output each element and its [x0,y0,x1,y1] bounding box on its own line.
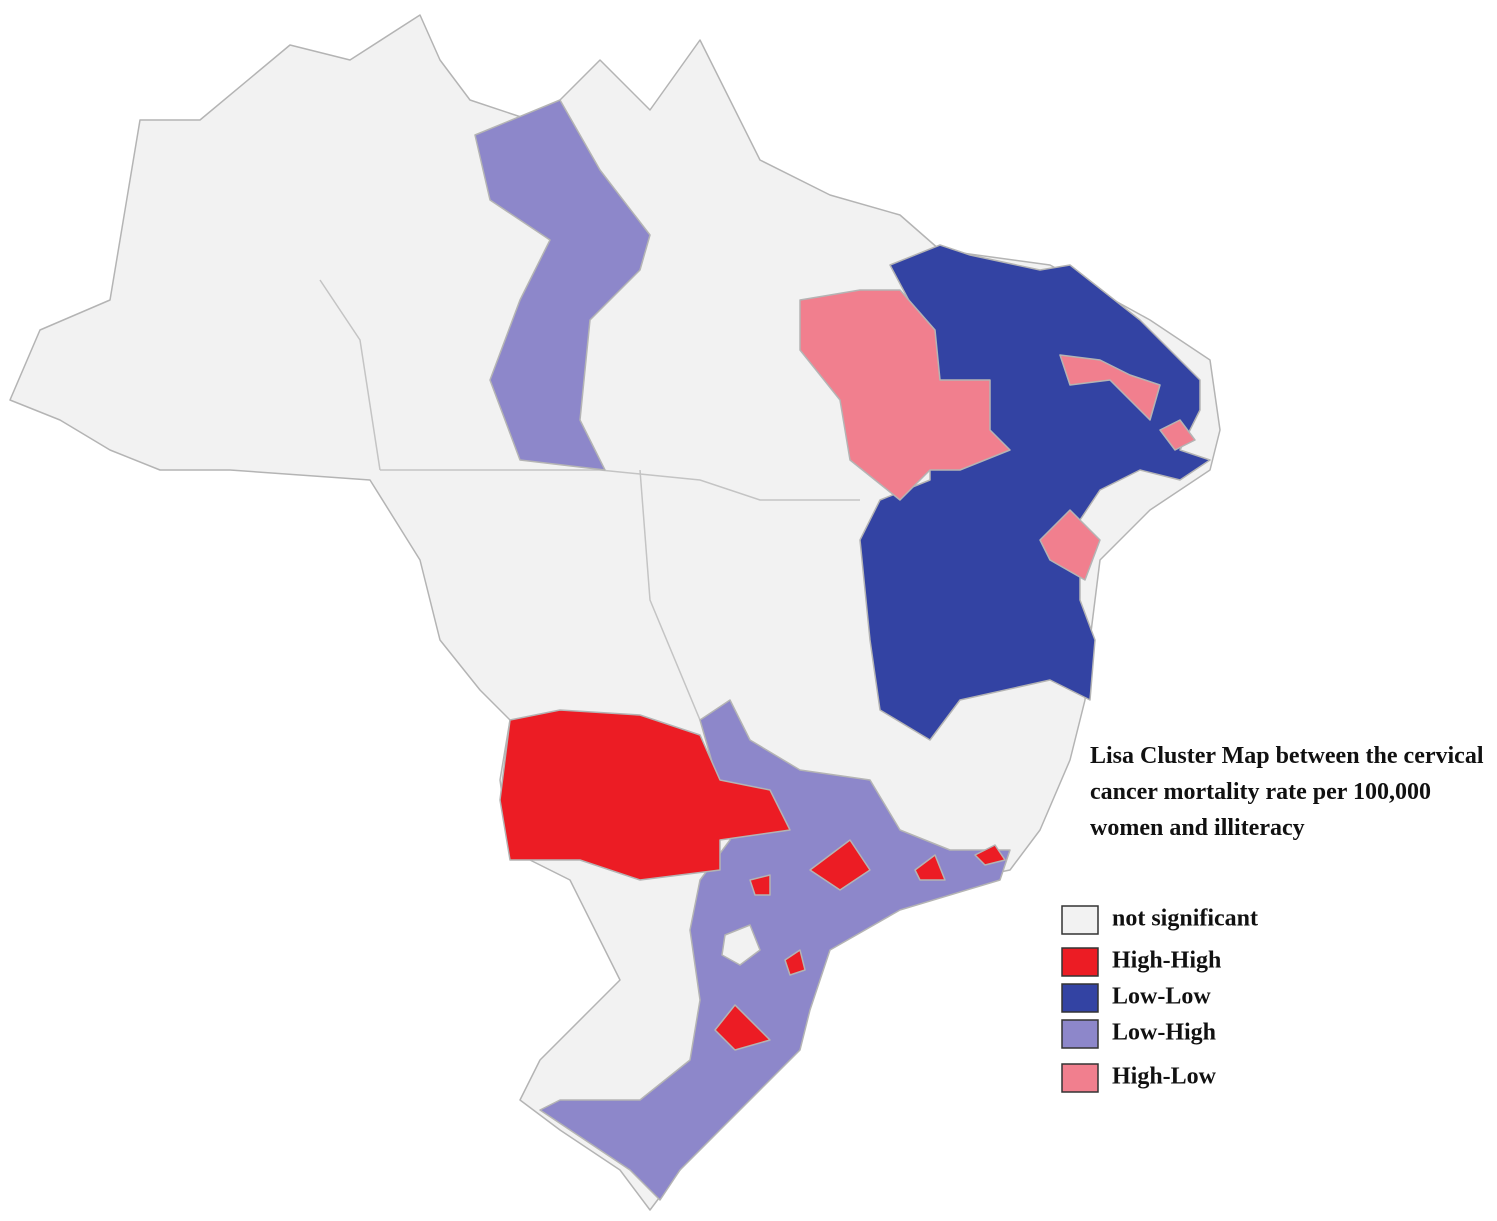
state-border [380,469,860,501]
map-title: Lisa Cluster Map between the cervical ca… [1090,743,1484,841]
not-significant-region [721,924,761,966]
cluster-region [974,844,1006,866]
legend-swatch [1061,947,1099,977]
cluster-region [474,99,651,471]
legend-swatch [1061,983,1099,1013]
cluster-region [539,699,1011,1201]
legend-label: Low-High [1112,1020,1216,1046]
state-border [319,279,381,471]
cluster-region [499,709,791,881]
legend-label: High-High [1112,948,1221,974]
legend-swatch [1061,1019,1099,1049]
legend-swatch [1061,905,1099,935]
legend-label: not significant [1112,906,1258,932]
cluster-region [1059,354,1161,421]
cluster-region [809,839,871,891]
cluster-region [799,289,1011,501]
cluster-region [1039,509,1101,581]
cluster-region [784,949,806,976]
cluster-region [1159,419,1196,451]
state-border [639,469,701,721]
cluster-region [749,874,771,896]
legend-label: High-Low [1112,1064,1217,1090]
legend: not significant High-High Low-Low Low-High H… [1061,905,1258,1093]
legend-swatch [1061,1063,1099,1093]
legend-label: Low-Low [1112,984,1211,1010]
cluster-region [714,1004,771,1051]
cluster-region [914,854,946,881]
